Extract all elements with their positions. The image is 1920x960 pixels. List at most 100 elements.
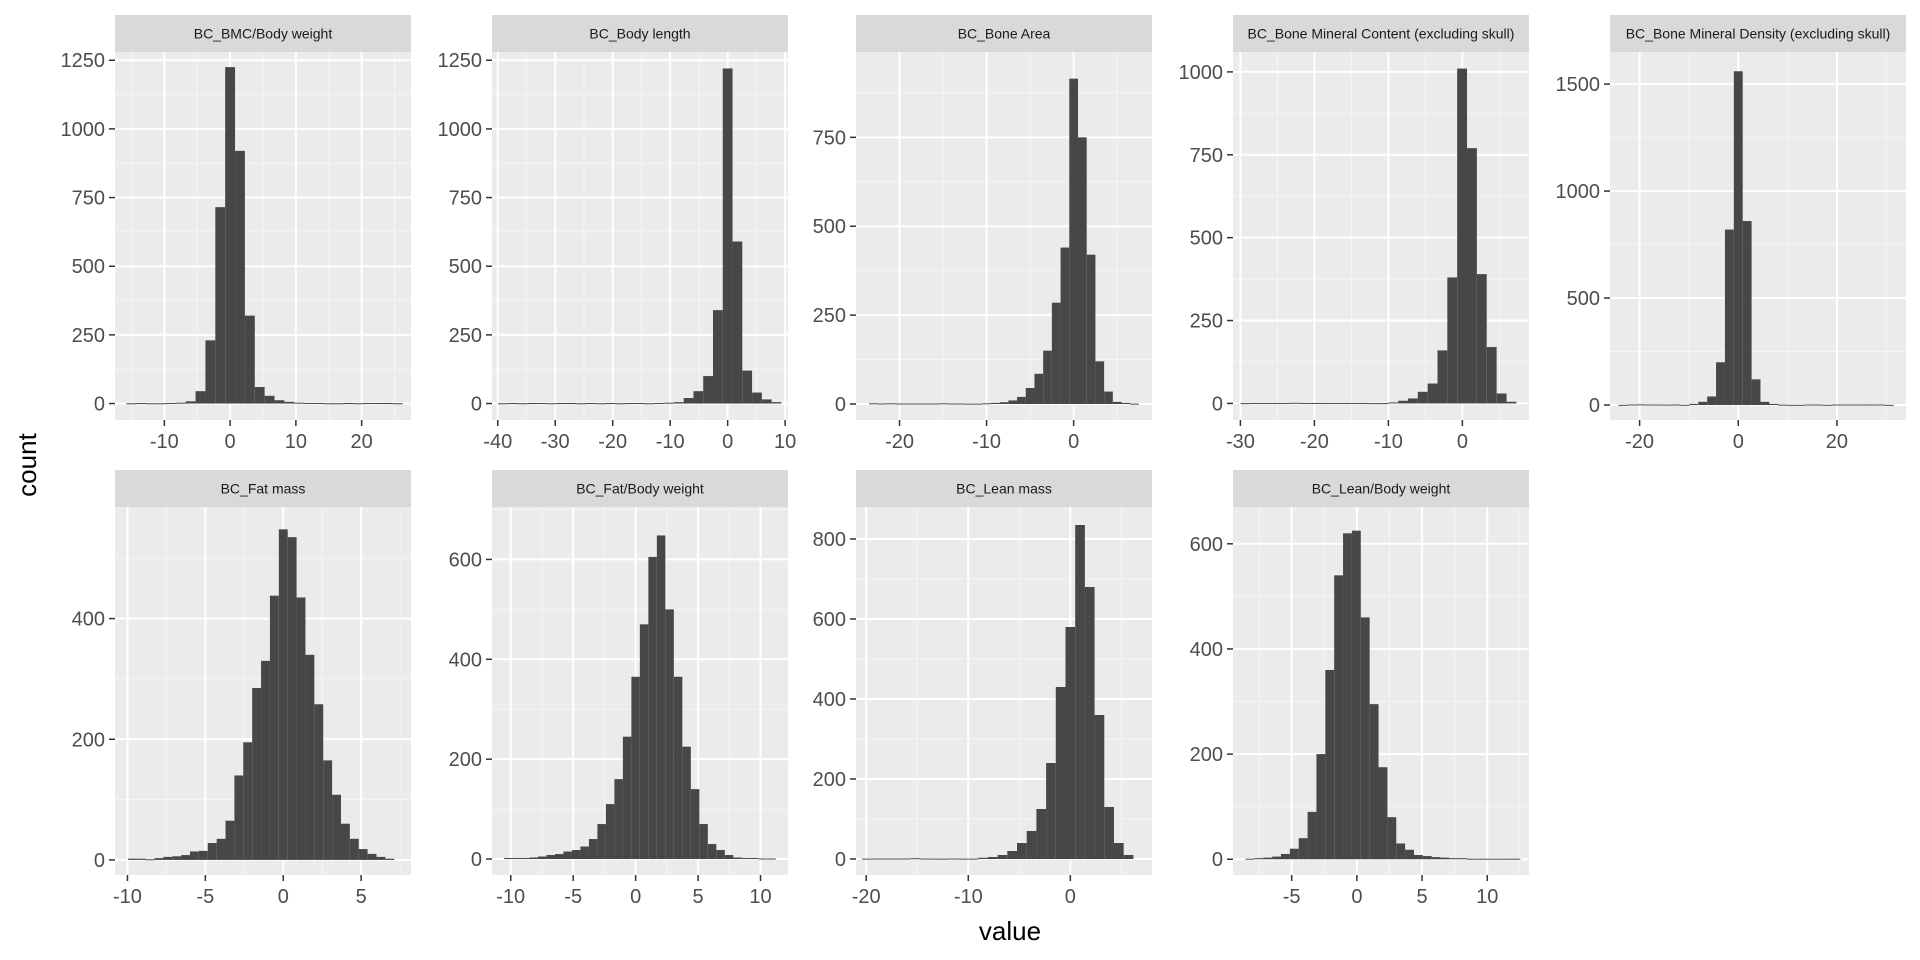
- histogram-bar: [1787, 404, 1796, 406]
- histogram-bar: [1299, 402, 1310, 404]
- y-tick-label: 1500: [1556, 74, 1601, 96]
- x-tick-label: -10: [496, 886, 525, 908]
- histogram-bar: [877, 403, 887, 405]
- histogram-bar: [1486, 347, 1497, 404]
- histogram-bar: [683, 398, 694, 404]
- histogram-bar: [929, 858, 940, 860]
- histogram-bar: [682, 746, 691, 860]
- histogram-bar: [1742, 221, 1752, 406]
- histogram-bar: [1867, 404, 1876, 406]
- histogram-bar: [1289, 402, 1300, 404]
- histogram-bar: [1840, 404, 1850, 406]
- histogram-bar: [1051, 302, 1061, 404]
- histogram-bar: [215, 207, 226, 404]
- histogram-bar: [973, 403, 983, 405]
- facet-strip-label: BC_Bone Mineral Content (excluding skull…: [1248, 26, 1515, 42]
- facet-strip: [1233, 470, 1529, 507]
- histogram-bar: [556, 403, 567, 405]
- facet-strip-label: BC_Bone Mineral Density (excluding skull…: [1626, 26, 1891, 42]
- histogram-bar: [252, 687, 262, 860]
- x-tick-label: 5: [356, 886, 367, 908]
- x-tick-label: 0: [1457, 431, 1468, 453]
- histogram-bar: [920, 858, 930, 860]
- histogram-bar: [910, 858, 921, 860]
- y-tick-label: 500: [1567, 288, 1600, 310]
- histogram-bar: [1065, 627, 1076, 859]
- y-tick-label: 0: [94, 394, 105, 416]
- histogram-bar: [287, 537, 297, 860]
- histogram-bar: [136, 858, 146, 860]
- histogram-bar: [512, 858, 521, 860]
- y-tick-label: 0: [835, 849, 846, 871]
- histogram-bar: [264, 395, 275, 404]
- histogram-bar: [886, 403, 896, 405]
- histogram-bar: [733, 857, 742, 860]
- histogram-bar: [1060, 247, 1070, 404]
- y-tick-label: 200: [813, 769, 846, 791]
- histogram-bar: [185, 401, 196, 404]
- facet-strip-label: BC_Fat/Body weight: [576, 481, 704, 497]
- histogram-bar: [244, 315, 255, 404]
- histogram-bar: [742, 370, 753, 404]
- y-tick-label: 250: [449, 325, 482, 347]
- y-tick-label: 1000: [61, 119, 106, 141]
- histogram-bar: [1422, 856, 1432, 860]
- y-tick-label: 1000: [1556, 181, 1601, 203]
- histogram-bar: [938, 403, 948, 405]
- histogram-bar: [1069, 78, 1078, 405]
- histogram-bar: [1369, 704, 1379, 860]
- facet-strip-label: BC_Lean/Body weight: [1312, 481, 1451, 497]
- histogram-bar: [673, 676, 683, 860]
- histogram-bar: [997, 855, 1008, 859]
- histogram-bar: [999, 402, 1009, 404]
- y-tick-label: 600: [813, 609, 846, 631]
- x-tick-label: -10: [150, 431, 179, 453]
- histogram-bar: [1036, 809, 1047, 859]
- histogram-bar: [741, 858, 751, 860]
- y-tick-label: 0: [1212, 393, 1223, 415]
- facet-panel: BC_Bone Mineral Density (excluding skull…: [1556, 15, 1906, 453]
- histogram-bar: [1319, 402, 1330, 404]
- facet-panel: BC_Bone Mineral Content (excluding skull…: [1179, 15, 1529, 453]
- histogram-bar: [1447, 277, 1458, 404]
- facet-panel: BC_Fat/Body weight 0 200 400 600 -10 -5 0 5 10: [449, 470, 788, 908]
- histogram-bar: [195, 391, 206, 404]
- histogram-bar: [1476, 274, 1487, 404]
- histogram-bar: [1025, 388, 1035, 404]
- x-tick-label: -30: [1226, 431, 1255, 453]
- histogram-bar: [235, 150, 245, 404]
- histogram-bar: [1263, 857, 1273, 860]
- histogram-bar: [563, 851, 572, 860]
- histogram-bar: [1831, 404, 1841, 406]
- histogram-bar: [1104, 807, 1114, 859]
- x-tick-label: 0: [278, 886, 289, 908]
- histogram-bar: [156, 403, 166, 405]
- y-tick-label: 750: [72, 188, 105, 210]
- y-tick-label: 0: [1212, 849, 1223, 871]
- histogram-bar: [1017, 843, 1027, 859]
- histogram-bar: [163, 856, 173, 860]
- x-tick-label: 20: [351, 431, 373, 453]
- facet-strip: [115, 15, 411, 52]
- histogram-bar: [537, 856, 547, 860]
- histogram-bar: [1387, 817, 1397, 860]
- histogram-bar: [1506, 401, 1517, 404]
- x-tick-label: 0: [630, 886, 641, 908]
- histogram-bar: [503, 858, 513, 860]
- histogram-bar: [284, 401, 295, 404]
- histogram-bar: [225, 820, 235, 860]
- histogram-bar: [673, 402, 684, 404]
- histogram-bar: [1458, 858, 1468, 860]
- y-tick-label: 200: [449, 749, 482, 771]
- x-tick-label: -5: [1283, 886, 1301, 908]
- histogram-bar: [634, 403, 645, 405]
- histogram-bar: [261, 660, 270, 860]
- histogram-bar: [1778, 404, 1788, 406]
- histogram-bar: [323, 403, 334, 405]
- histogram-bar: [656, 535, 666, 860]
- histogram-bar: [546, 855, 555, 860]
- histogram-bar: [520, 858, 530, 860]
- y-tick-label: 1250: [61, 50, 106, 72]
- histogram-bar: [1813, 404, 1823, 406]
